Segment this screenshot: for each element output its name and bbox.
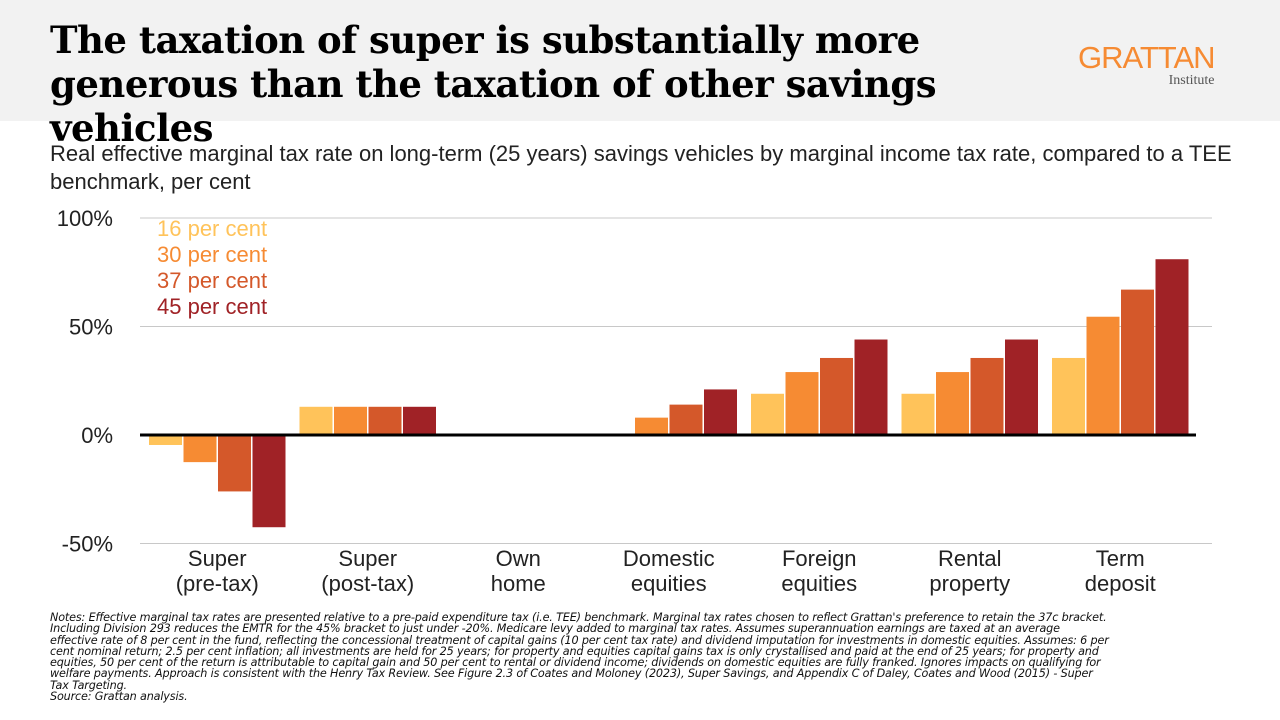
x-tick-label: Super [188, 546, 247, 571]
header-band: The taxation of super is substantially m… [0, 0, 1280, 150]
x-tick-label: Rental [938, 546, 1002, 571]
logo-main-text: GRATTAN [1078, 40, 1216, 75]
bar [149, 435, 182, 445]
bar [704, 389, 737, 435]
x-tick-label: Super [338, 546, 397, 571]
bar [901, 393, 935, 435]
bar [334, 406, 367, 435]
bar [1121, 289, 1154, 435]
bar [669, 404, 703, 435]
notes-text: Notes: Effective marginal tax rates are … [50, 611, 1109, 692]
bar [1005, 339, 1038, 435]
bar [368, 406, 402, 435]
x-tick-label: Domestic [623, 546, 715, 571]
y-tick-label: 50% [69, 315, 113, 340]
legend-entry: 30 per cent [157, 242, 267, 267]
x-tick-label: (post-tax) [321, 571, 414, 596]
page-title: The taxation of super is substantially m… [50, 18, 937, 150]
bar [936, 372, 969, 435]
bar [403, 406, 436, 435]
x-tick-label: equities [631, 571, 707, 596]
legend-entry: 37 per cent [157, 268, 267, 293]
logo-sub-text: Institute [1168, 73, 1215, 88]
bar [820, 357, 853, 435]
chart-subtitle: Real effective marginal tax rate on long… [50, 141, 1232, 194]
bar [1155, 259, 1189, 435]
legend-entry: 45 per cent [157, 294, 267, 319]
bar [635, 417, 668, 435]
grattan-logo: GRATTAN Institute [1078, 40, 1216, 88]
bar-chart: 100%50%0%-50%Super(pre-tax)Super(post-ta… [57, 206, 1212, 596]
x-tick-label: equities [781, 571, 857, 596]
bar [970, 357, 1004, 435]
x-tick-label: home [491, 571, 546, 596]
bar [299, 406, 333, 435]
bar [854, 339, 888, 435]
x-tick-label: deposit [1085, 571, 1156, 596]
y-tick-label: -50% [62, 532, 113, 557]
x-tick-label: (pre-tax) [176, 571, 259, 596]
bar [785, 372, 819, 435]
bar [218, 435, 251, 492]
bar [751, 393, 784, 435]
x-tick-label: Foreign [782, 546, 857, 571]
x-tick-label: Term [1096, 546, 1145, 571]
bar [1052, 357, 1085, 435]
x-tick-label: property [929, 571, 1010, 596]
legend-entry: 16 per cent [157, 216, 267, 241]
chart-notes: Notes: Effective marginal tax rates are … [50, 611, 1110, 704]
x-tick-label: Own [496, 546, 541, 571]
bar [252, 435, 286, 528]
bar [183, 435, 217, 463]
y-tick-label: 0% [81, 423, 113, 448]
source-text: Source: Grattan analysis. [50, 690, 188, 704]
y-tick-label: 100% [57, 206, 113, 231]
bar [1086, 316, 1120, 435]
